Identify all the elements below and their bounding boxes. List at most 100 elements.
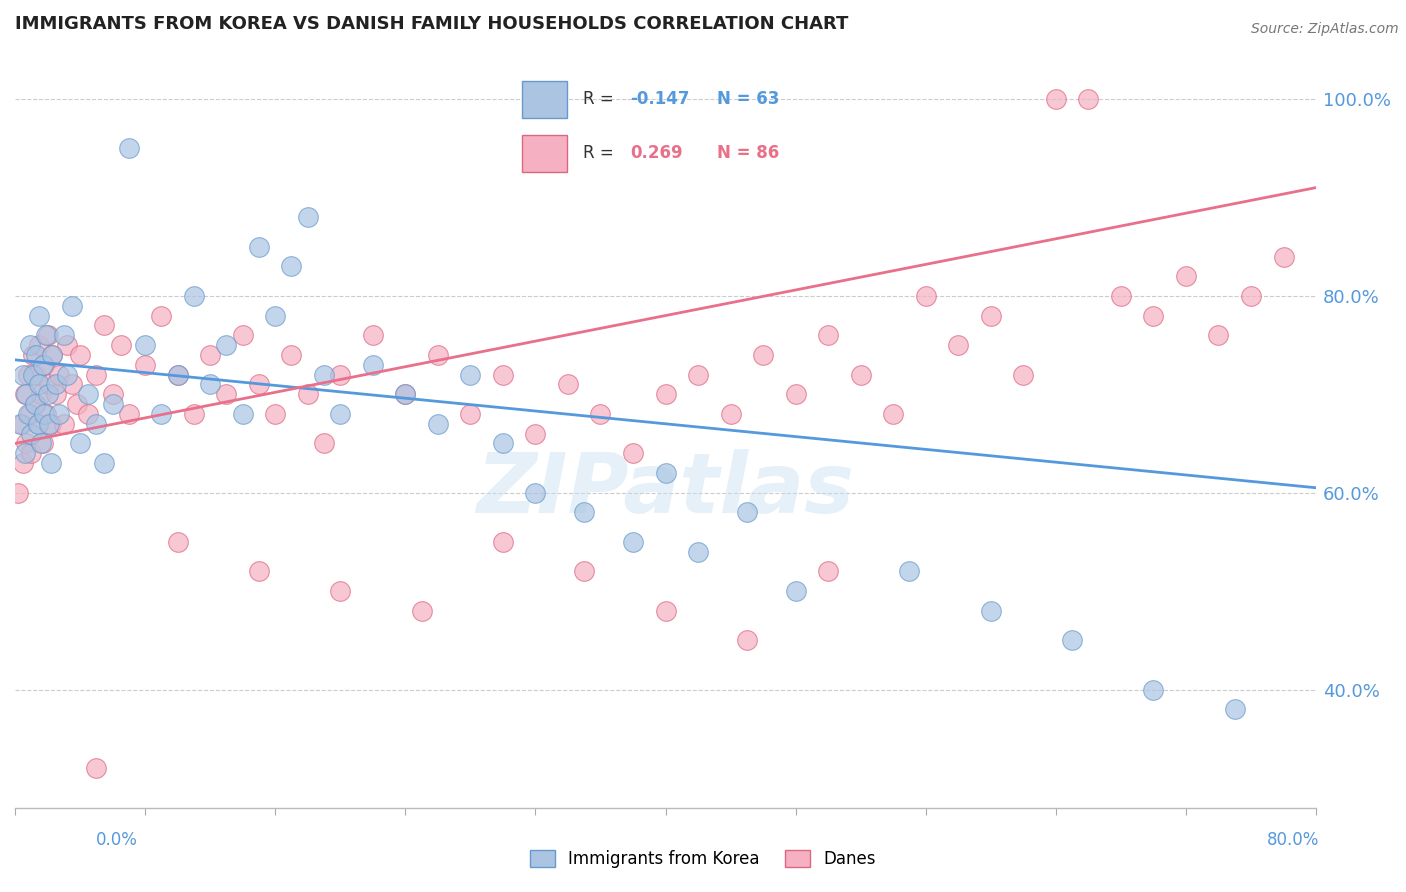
Point	[215, 387, 238, 401]
Point	[110, 338, 132, 352]
Point	[785, 584, 807, 599]
Point	[28, 309, 51, 323]
Point	[31, 358, 53, 372]
Point	[1174, 269, 1197, 284]
Point	[11, 456, 34, 470]
Point	[77, 407, 100, 421]
Point	[45, 387, 67, 401]
Point	[720, 407, 742, 421]
Point	[24, 397, 46, 411]
Point	[1272, 250, 1295, 264]
Point	[460, 368, 482, 382]
Point	[35, 328, 58, 343]
Point	[52, 328, 75, 343]
Point	[297, 210, 319, 224]
Point	[898, 565, 921, 579]
Point	[11, 368, 34, 382]
Point	[24, 397, 46, 411]
Point	[45, 377, 67, 392]
Point	[38, 377, 60, 392]
Point	[48, 407, 70, 421]
Point	[882, 407, 904, 421]
Point	[735, 633, 758, 648]
Point	[686, 545, 709, 559]
Point	[39, 456, 62, 470]
Point	[14, 446, 37, 460]
Point	[35, 407, 58, 421]
Point	[849, 368, 872, 382]
Point	[621, 535, 644, 549]
Point	[7, 485, 30, 500]
Point	[280, 348, 302, 362]
Point	[60, 299, 83, 313]
Point	[150, 407, 173, 421]
Point	[329, 407, 352, 421]
Point	[28, 338, 51, 352]
Point	[150, 309, 173, 323]
Point	[56, 338, 79, 352]
Point	[25, 348, 48, 362]
Point	[27, 417, 49, 431]
Text: Source: ZipAtlas.com: Source: ZipAtlas.com	[1251, 22, 1399, 37]
Point	[735, 505, 758, 519]
Legend: Immigrants from Korea, Danes: Immigrants from Korea, Danes	[523, 843, 883, 875]
Point	[32, 358, 55, 372]
Point	[1240, 289, 1263, 303]
Point	[1045, 92, 1067, 106]
Point	[621, 446, 644, 460]
Point	[8, 417, 31, 431]
Point	[948, 338, 970, 352]
Point	[914, 289, 936, 303]
Point	[118, 141, 141, 155]
Point	[1223, 702, 1246, 716]
Point	[166, 535, 188, 549]
Point	[86, 761, 108, 775]
Point	[66, 397, 89, 411]
Point	[329, 584, 352, 599]
Point	[198, 377, 221, 392]
Text: 80.0%: 80.0%	[1267, 831, 1319, 849]
Point	[1062, 633, 1084, 648]
Point	[980, 604, 1002, 618]
Point	[589, 407, 612, 421]
Point	[17, 368, 39, 382]
Point	[492, 368, 515, 382]
Point	[20, 426, 42, 441]
Point	[524, 485, 547, 500]
Point	[280, 260, 302, 274]
Point	[17, 407, 39, 421]
Point	[134, 338, 156, 352]
Point	[69, 436, 91, 450]
Point	[183, 407, 205, 421]
Point	[41, 348, 63, 362]
Point	[15, 387, 38, 401]
Point	[93, 456, 115, 470]
Point	[14, 387, 37, 401]
Point	[28, 377, 51, 392]
Point	[394, 387, 416, 401]
Point	[15, 436, 38, 450]
Point	[166, 368, 188, 382]
Point	[817, 565, 839, 579]
Point	[411, 604, 433, 618]
Point	[1109, 289, 1132, 303]
Point	[1142, 309, 1164, 323]
Point	[654, 604, 676, 618]
Point	[524, 426, 547, 441]
Point	[118, 407, 141, 421]
Point	[361, 328, 384, 343]
Point	[394, 387, 416, 401]
Point	[297, 387, 319, 401]
Point	[38, 417, 60, 431]
Point	[312, 436, 335, 450]
Text: ZIPatlas: ZIPatlas	[477, 449, 855, 530]
Point	[86, 368, 108, 382]
Point	[312, 368, 335, 382]
Point	[264, 407, 287, 421]
Point	[93, 318, 115, 333]
Point	[101, 397, 124, 411]
Point	[557, 377, 579, 392]
Point	[48, 368, 70, 382]
Point	[574, 565, 596, 579]
Point	[30, 387, 52, 401]
